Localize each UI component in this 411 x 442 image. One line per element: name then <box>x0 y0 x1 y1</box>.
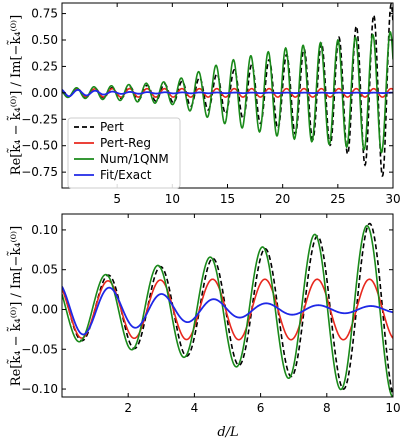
x-tick-label: 5 <box>113 192 121 206</box>
legend-label-num-1qnm: Num/1QNM <box>100 152 169 166</box>
series-line-fit-exact <box>62 89 393 98</box>
x-tick-label: 2 <box>124 401 132 415</box>
bottom-ticks: 2 4 6 8 10 −0.10 −0.05 0.00 0.05 0.10 <box>21 214 401 415</box>
series-line-fit-exact <box>62 286 393 336</box>
x-tick-label: 6 <box>257 401 265 415</box>
x-tick-label: 25 <box>330 192 345 206</box>
y-tick-label: −0.10 <box>21 382 58 396</box>
legend-label-pert-reg: Pert-Reg <box>100 136 151 150</box>
bottom-series-group <box>62 222 393 397</box>
bottom-plot-frame <box>61 213 394 398</box>
y-tick-label: −0.05 <box>21 342 58 356</box>
series-line-pert <box>62 222 393 397</box>
x-tick-label: 20 <box>275 192 290 206</box>
bottom-x-axis-label: d/L <box>217 425 238 440</box>
top-series-group <box>62 3 393 178</box>
legend-label-fit-exact: Fit/Exact <box>100 168 152 182</box>
y-tick-label: −0.25 <box>21 112 58 126</box>
y-tick-label: 0.10 <box>31 223 58 237</box>
legend-label-pert: Pert <box>100 120 124 134</box>
series-line-num-1qnm <box>62 31 393 154</box>
bottom-panel: 2 4 6 8 10 −0.10 −0.05 0.00 0.05 0.10 Re[k̃₄ − k̃… <box>7 213 401 440</box>
legend: Pert Pert-Reg Num/1QNM Fit/Exact <box>67 117 181 189</box>
top-y-axis-label: Re[k̃₄ − k̃₄⁽⁰⁾] / Im[−k̃₄⁽⁰⁾] <box>7 15 24 175</box>
x-tick-label: 30 <box>385 192 400 206</box>
y-tick-label: 0.05 <box>31 263 58 277</box>
x-tick-label: 10 <box>385 401 400 415</box>
x-tick-label: 15 <box>220 192 235 206</box>
y-tick-label: 0.50 <box>31 33 58 47</box>
y-tick-label: 0.00 <box>31 302 58 316</box>
series-line-num-1qnm <box>62 224 393 397</box>
legend-box <box>67 117 181 189</box>
top-ticks: 5 10 15 20 25 30 −0.75 −0.50 −0.25 0.00 0.25 0.50 0.… <box>21 3 401 206</box>
top-panel: 5 10 15 20 25 30 −0.75 −0.50 −0.25 0.00 0.25 0.50 0.… <box>7 2 401 206</box>
y-tick-label: 0.00 <box>31 86 58 100</box>
y-tick-label: 0.75 <box>31 7 58 21</box>
x-tick-label: 10 <box>165 192 180 206</box>
y-tick-label: −0.50 <box>21 139 58 153</box>
y-tick-label: −0.75 <box>21 165 58 179</box>
y-tick-label: 0.25 <box>31 59 58 73</box>
x-tick-label: 4 <box>191 401 199 415</box>
bottom-y-axis-label: Re[k̃₄ − k̃₄⁽⁰⁾] / Im[−k̃₄⁽⁰⁾] <box>7 226 24 386</box>
x-tick-label: 8 <box>323 401 331 415</box>
